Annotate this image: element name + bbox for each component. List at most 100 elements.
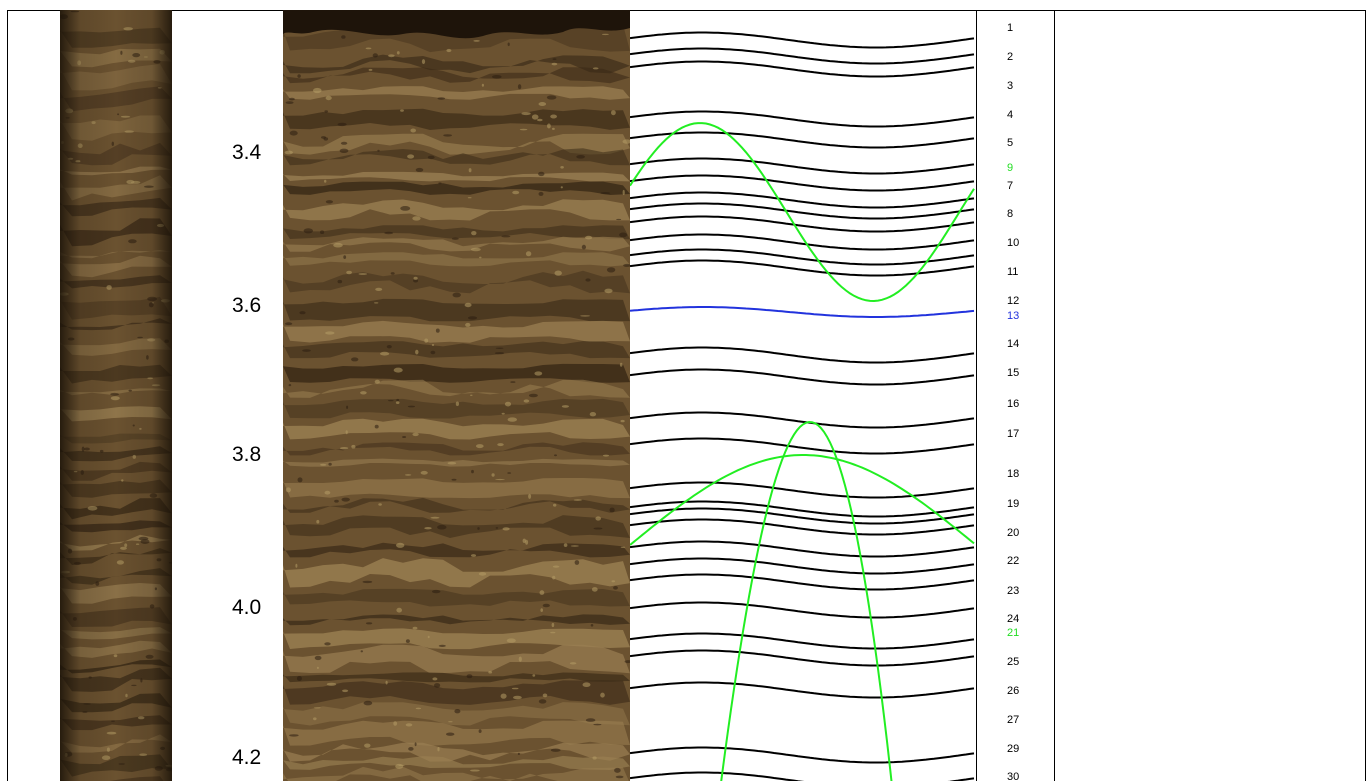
sinusoid-trace-black (630, 191, 975, 209)
core-texture-speckle (365, 622, 373, 625)
core-texture-speckle (573, 499, 582, 501)
core-texture-speckle (296, 676, 302, 681)
core-texture-speckle (393, 721, 398, 726)
core-texture-speckle (289, 97, 295, 101)
core-texture-speckle (432, 589, 441, 594)
core-texture-speckle (542, 693, 548, 698)
core-texture-speckle (375, 287, 383, 291)
trace-index-label: 23 (1007, 585, 1020, 597)
core-texture-speckle (528, 393, 538, 398)
core-texture-speckle (386, 345, 392, 349)
core-texture-speckle (313, 87, 322, 94)
core-texture-speckle (523, 399, 530, 403)
trace-index-label: 19 (1007, 498, 1020, 510)
core-texture-band (283, 755, 630, 770)
core-texture-speckle (320, 230, 325, 234)
core-texture-band (283, 148, 630, 166)
depth-label-4-0: 4.0 (232, 596, 262, 619)
core-texture-speckle (412, 216, 421, 221)
core-texture-speckle (407, 154, 415, 159)
core-texture-band (283, 363, 630, 383)
core-texture-speckle (337, 279, 343, 284)
trace-index-label: 2 (1007, 51, 1014, 63)
sinusoid-trace-black (630, 368, 975, 386)
core-texture-speckle (316, 519, 320, 524)
sinusoid-trace-black (630, 233, 975, 251)
core-texture-speckle (492, 75, 502, 79)
core-texture-band (283, 478, 630, 499)
core-texture-speckle (615, 775, 624, 779)
core-texture-band (283, 67, 630, 84)
core-texture-band (283, 379, 630, 398)
core-texture-speckle (388, 54, 395, 58)
core-texture-speckle (404, 474, 412, 476)
core-texture-speckle (325, 200, 333, 204)
core-texture-speckle (415, 707, 422, 710)
core-texture-band (283, 614, 630, 626)
core-texture-speckle (467, 316, 478, 320)
trace-index-label: 17 (1007, 428, 1020, 440)
core-texture-speckle (550, 631, 556, 634)
core-texture-speckle (491, 473, 495, 477)
sinusoid-trace-black (630, 507, 975, 525)
core-texture-speckle (443, 134, 452, 137)
core-texture-band (283, 515, 630, 538)
trace-index-label-green: 9 (1007, 162, 1014, 174)
core-texture-band (283, 588, 630, 607)
core-texture-speckle (372, 53, 378, 58)
index-column-right-border (1054, 10, 1055, 781)
core-texture-speckle (345, 430, 348, 435)
core-texture-speckle (412, 626, 418, 630)
core-image-narrow (60, 10, 172, 781)
core-texture-speckle (592, 756, 597, 760)
core-texture-speckle (464, 302, 472, 308)
core-texture-speckle (521, 112, 531, 116)
core-texture-speckle (593, 527, 603, 530)
sinusoid-trace-blue (630, 306, 975, 318)
core-texture-band (283, 458, 630, 467)
core-texture-speckle (427, 155, 435, 160)
core-texture-speckle (452, 292, 461, 298)
sinusoid-trace-black (630, 31, 975, 49)
core-texture-speckle (340, 141, 348, 145)
core-texture-speckle (340, 447, 349, 450)
core-texture-speckle (374, 379, 380, 384)
core-texture-speckle (289, 734, 299, 737)
core-texture-speckle (451, 237, 459, 240)
core-texture-speckle (517, 752, 520, 756)
core-texture-speckle (507, 472, 512, 474)
core-texture-speckle (570, 545, 579, 547)
sinusoid-trace-black (630, 157, 975, 175)
core-texture-speckle (580, 315, 591, 317)
depth-label-3-4: 3.4 (232, 141, 262, 164)
core-texture-speckle (611, 580, 616, 583)
trace-index-label: 14 (1007, 338, 1020, 350)
core-texture-speckle (554, 270, 562, 276)
sinusoid-trace-green (720, 420, 893, 781)
core-texture-speckle (393, 367, 403, 373)
core-texture-speckle (506, 638, 516, 643)
core-texture-speckle (334, 499, 339, 503)
core-texture-speckle (563, 543, 568, 547)
depth-label-4-2: 4.2 (232, 746, 262, 769)
core-texture-speckle (620, 419, 625, 423)
trace-index-label: 10 (1007, 237, 1020, 249)
core-texture-band (283, 766, 629, 781)
core-texture-speckle (380, 351, 390, 356)
core-texture-band (283, 298, 630, 322)
sinusoid-trace-black (630, 60, 975, 78)
core-texture-speckle (321, 136, 326, 139)
core-texture-speckle (314, 655, 322, 661)
core-texture-speckle (540, 608, 543, 612)
trace-index-label: 4 (1007, 109, 1014, 121)
core-texture-speckle (470, 554, 477, 557)
core-texture-speckle (427, 635, 430, 639)
sinusoid-trace-black (630, 771, 975, 781)
core-texture-speckle (297, 74, 301, 78)
core-texture-band (283, 558, 630, 588)
core-texture-speckle (285, 487, 291, 493)
core-texture-speckle (408, 747, 414, 751)
core-texture-speckle (616, 218, 622, 221)
core-texture-speckle (326, 682, 337, 686)
core-texture-speckle (313, 717, 317, 721)
